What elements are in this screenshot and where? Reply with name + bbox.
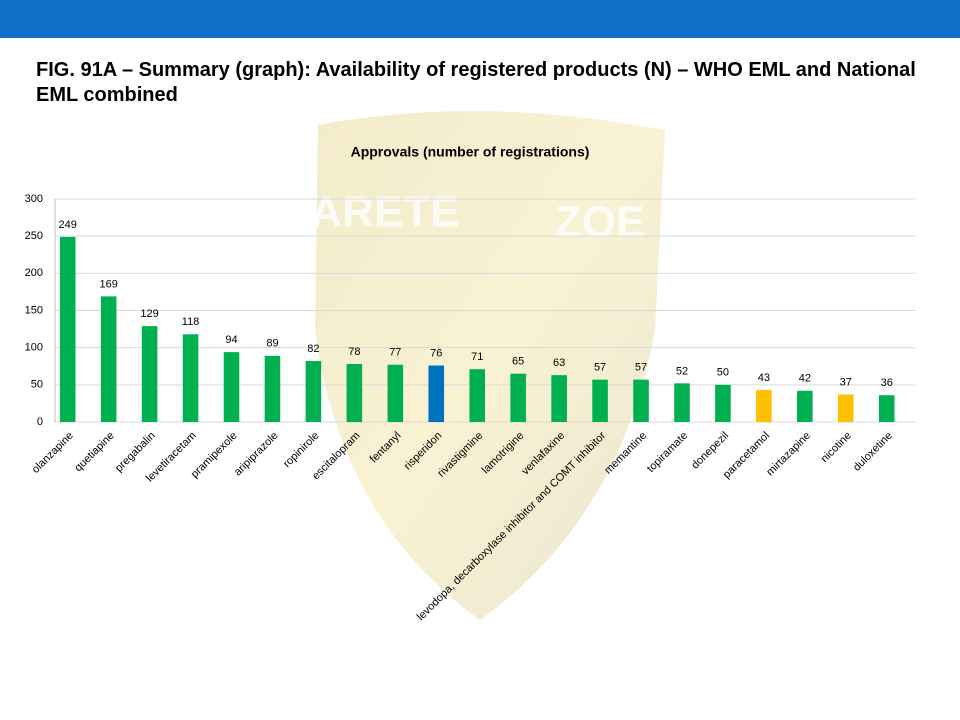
- data-label: 77: [389, 347, 401, 359]
- bar: [141, 326, 158, 422]
- y-tick-label: 250: [25, 230, 43, 242]
- data-label: 65: [512, 356, 524, 368]
- bar: [715, 384, 731, 422]
- bar: [797, 390, 813, 422]
- bar: [223, 352, 240, 422]
- data-label: 169: [99, 278, 117, 290]
- data-label: 129: [140, 308, 158, 320]
- data-label: 78: [348, 346, 360, 358]
- data-label: 76: [430, 347, 442, 359]
- y-tick-label: 50: [31, 379, 43, 391]
- data-label: 36: [881, 377, 893, 389]
- data-label: 82: [307, 343, 319, 355]
- data-label: 57: [635, 362, 647, 374]
- x-tick-label: donepezil: [689, 430, 731, 472]
- watermark-text: ARETE: [310, 188, 459, 237]
- bar: [633, 379, 649, 422]
- data-label: 37: [840, 376, 852, 388]
- bar: [674, 383, 690, 422]
- data-label: 52: [676, 365, 688, 377]
- bar: [469, 369, 485, 422]
- chart-title: Approvals (number of registrations): [351, 144, 590, 160]
- y-tick-label: 200: [25, 267, 43, 279]
- y-tick-label: 0: [37, 416, 43, 428]
- x-tick-label: olanzapine: [30, 430, 76, 476]
- data-label: 63: [553, 357, 565, 369]
- data-label: 118: [182, 316, 200, 328]
- y-tick-label: 150: [25, 304, 43, 316]
- data-label: 94: [225, 334, 237, 346]
- top-bar: [0, 0, 960, 38]
- data-label: 57: [594, 362, 606, 374]
- bar: [346, 364, 363, 422]
- bar: [182, 334, 199, 422]
- bar: [428, 365, 445, 422]
- data-label: 71: [471, 351, 483, 363]
- bar: [387, 364, 404, 422]
- y-tick-label: 100: [25, 342, 43, 354]
- slide-title-box: FIG. 91A – Summary (graph): Availability…: [36, 59, 916, 106]
- bar: [510, 373, 526, 422]
- bar: [878, 395, 895, 422]
- data-label: 43: [758, 372, 770, 384]
- data-label: 42: [799, 373, 811, 385]
- bar: [838, 394, 854, 422]
- x-tick-label: aripiprazole: [232, 430, 281, 479]
- bar: [305, 361, 322, 422]
- x-tick-label: mirtazapine: [764, 430, 813, 479]
- data-label: 89: [266, 338, 278, 350]
- x-tick-label: nicotine: [819, 430, 854, 465]
- x-tick-label: duloxetine: [851, 430, 895, 474]
- data-label: 50: [717, 367, 729, 379]
- data-label: 249: [59, 219, 77, 231]
- bar: [100, 296, 117, 422]
- bar: [551, 375, 567, 422]
- x-tick-label: quetiapine: [72, 430, 116, 474]
- bar: [264, 355, 281, 422]
- bar: [592, 379, 608, 422]
- bar: [756, 390, 772, 422]
- x-tick-label: topiramate: [645, 430, 690, 475]
- y-tick-label: 300: [25, 193, 43, 205]
- bar: [59, 236, 76, 422]
- slide-title: FIG. 91A – Summary (graph): Availability…: [36, 59, 916, 106]
- watermark-shield: [315, 111, 665, 621]
- watermark-text: ZOE: [555, 198, 645, 247]
- x-tick-label: ropinirole: [281, 430, 321, 470]
